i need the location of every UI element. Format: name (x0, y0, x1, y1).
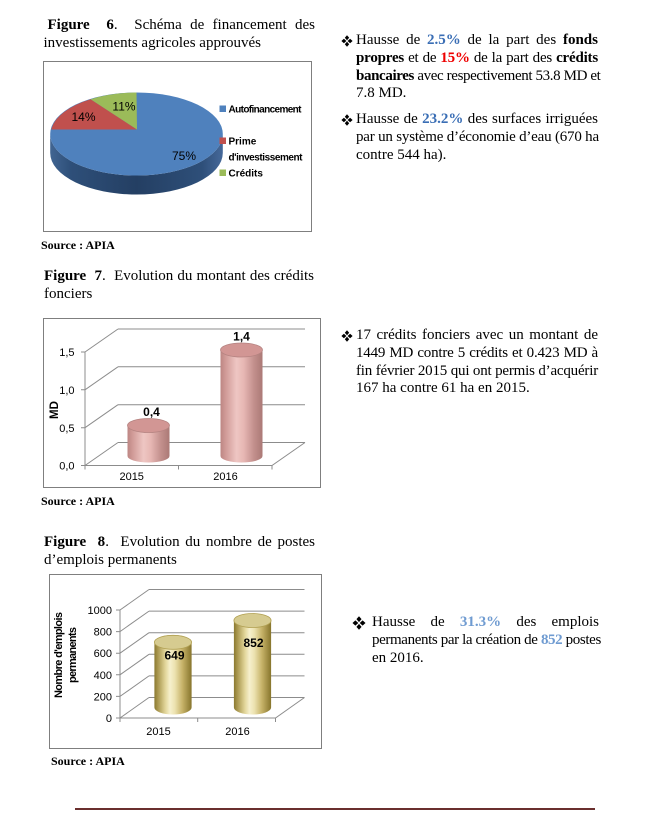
svg-text:1,5: 1,5 (59, 347, 74, 359)
svg-text:649: 649 (164, 649, 184, 663)
svg-text:2015: 2015 (146, 726, 170, 738)
svg-text:600: 600 (94, 648, 112, 660)
svg-text:1,0: 1,0 (59, 385, 74, 397)
svg-text:14%: 14% (71, 110, 95, 124)
svg-text:1000: 1000 (88, 605, 112, 617)
svg-text:0: 0 (106, 713, 112, 725)
svg-text:Autofinancement: Autofinancement (229, 105, 303, 116)
svg-text:Prime: Prime (229, 137, 257, 148)
svg-text:0,5: 0,5 (59, 423, 74, 435)
svg-text:0,4: 0,4 (143, 405, 160, 419)
svg-text:Crédits: Crédits (229, 169, 264, 180)
svg-text:852: 852 (243, 636, 263, 650)
svg-text:2015: 2015 (119, 471, 143, 483)
svg-text:11%: 11% (112, 100, 135, 114)
svg-text:0,0: 0,0 (59, 461, 74, 473)
svg-text:permanents: permanents (67, 627, 79, 683)
svg-text:d'investissement: d'investissement (229, 153, 304, 164)
svg-text:1,4: 1,4 (233, 330, 250, 344)
svg-text:Nombre d'emplois: Nombre d'emplois (53, 612, 65, 698)
svg-text:400: 400 (94, 670, 112, 682)
svg-text:2016: 2016 (213, 471, 237, 483)
svg-text:800: 800 (94, 627, 112, 639)
svg-text:75%: 75% (172, 149, 196, 163)
svg-text:MD: MD (49, 401, 61, 419)
svg-text:2016: 2016 (225, 726, 249, 738)
svg-text:200: 200 (94, 691, 112, 703)
